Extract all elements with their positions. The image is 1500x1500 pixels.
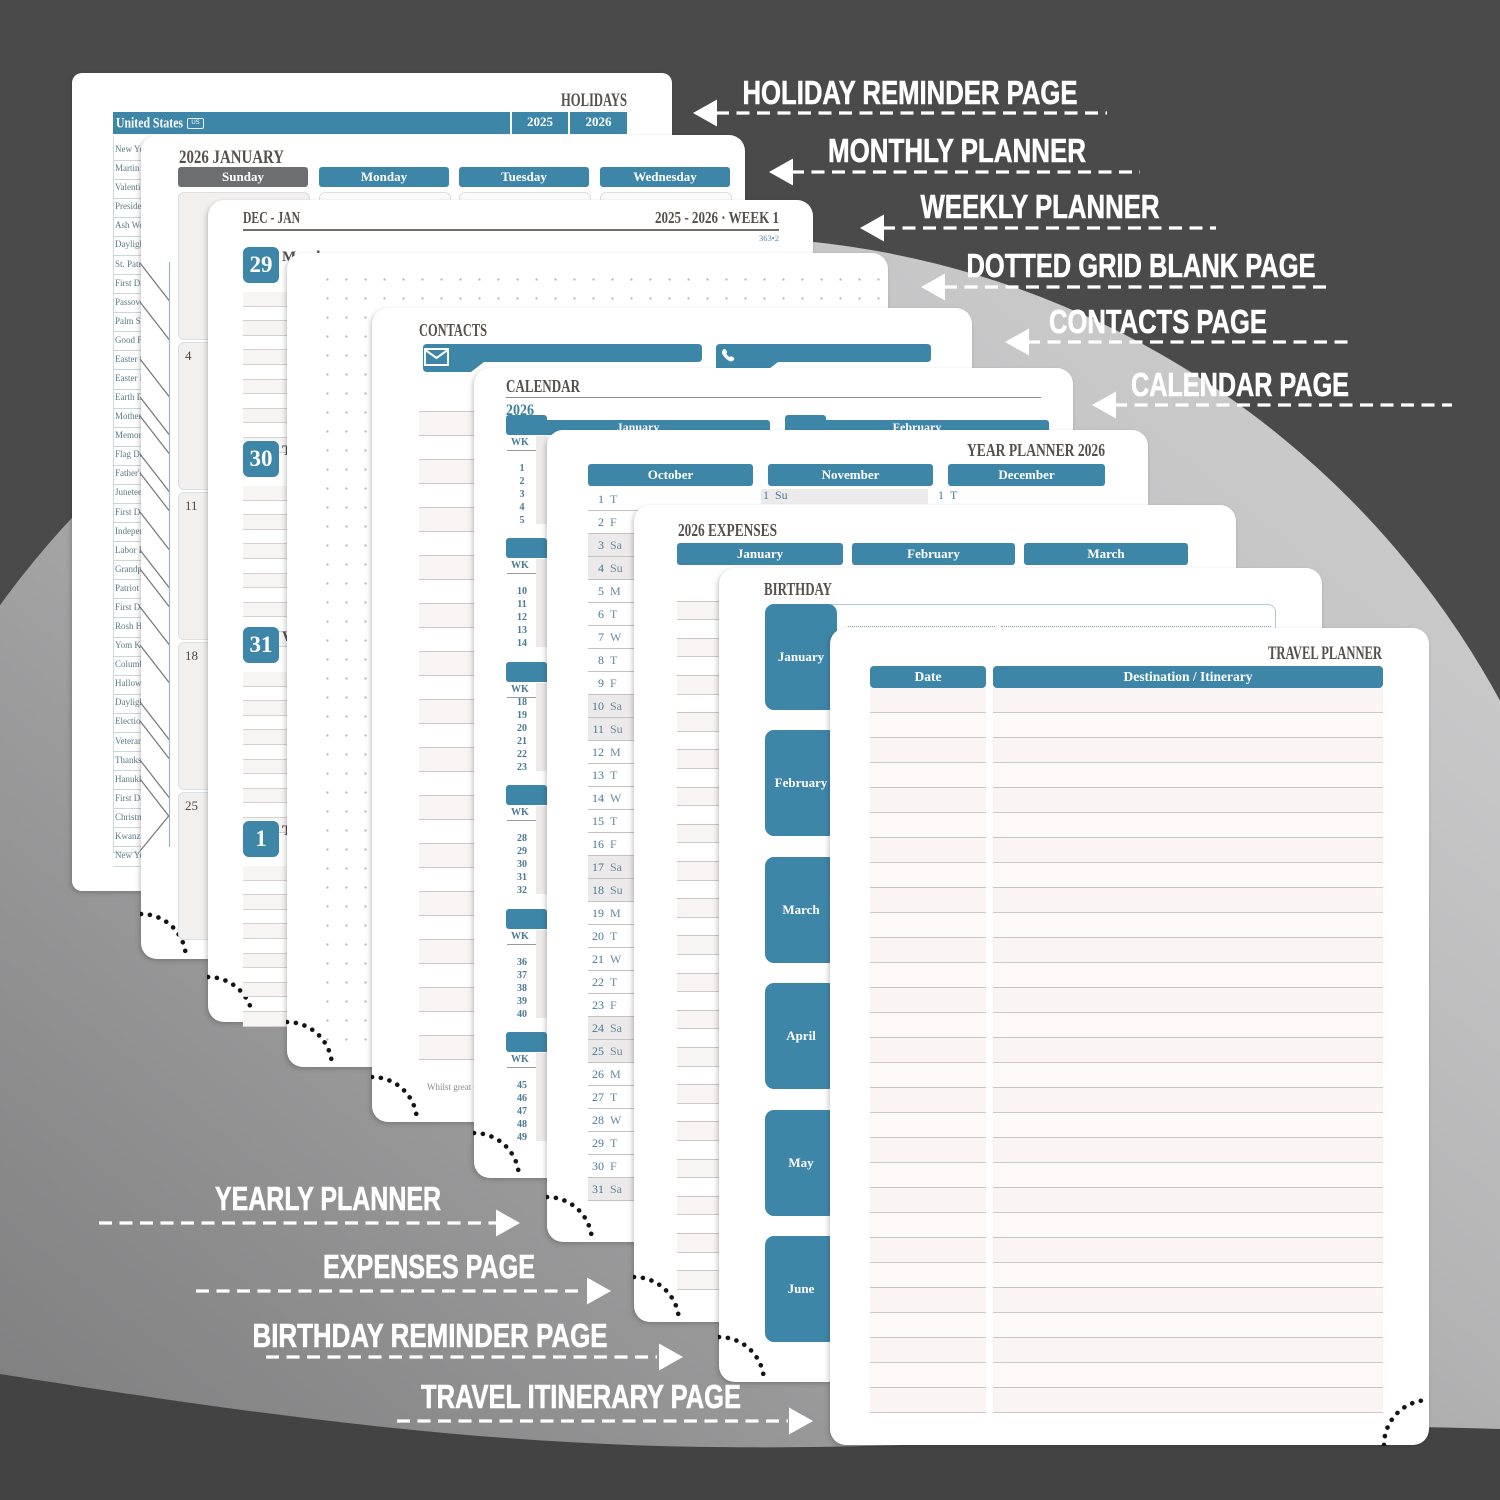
- svg-text:United States: United States: [116, 116, 183, 132]
- svg-text:BIRTHDAY REMINDER PAGE: BIRTHDAY REMINDER PAGE: [253, 1317, 608, 1354]
- svg-text:YEARLY PLANNER: YEARLY PLANNER: [215, 1180, 441, 1217]
- svg-text:DOTTED GRID BLANK PAGE: DOTTED GRID BLANK PAGE: [967, 247, 1316, 284]
- svg-text:TRAVEL ITINERARY PAGE: TRAVEL ITINERARY PAGE: [421, 1378, 741, 1415]
- svg-text:CONTACTS: CONTACTS: [419, 323, 487, 340]
- svg-text:EXPENSES PAGE: EXPENSES PAGE: [323, 1248, 535, 1285]
- svg-text:BIRTHDAY: BIRTHDAY: [764, 582, 832, 599]
- svg-text:HOLIDAYS: HOLIDAYS: [561, 92, 627, 111]
- svg-text:CONTACTS PAGE: CONTACTS PAGE: [1049, 303, 1267, 340]
- svg-text:2026 JANUARY: 2026 JANUARY: [179, 149, 284, 168]
- svg-text:CALENDAR: CALENDAR: [506, 379, 581, 396]
- svg-text:DEC - JAN: DEC - JAN: [243, 211, 300, 227]
- svg-text:HOLIDAY REMINDER PAGE: HOLIDAY REMINDER PAGE: [743, 74, 1078, 111]
- svg-text:YEAR PLANNER 2026: YEAR PLANNER 2026: [967, 443, 1105, 460]
- svg-text:MONTHLY PLANNER: MONTHLY PLANNER: [828, 132, 1086, 169]
- svg-text:WEEKLY PLANNER: WEEKLY PLANNER: [921, 188, 1160, 225]
- svg-text:2026 EXPENSES: 2026 EXPENSES: [678, 523, 777, 540]
- svg-text:2025 - 2026 · WEEK 1: 2025 - 2026 · WEEK 1: [655, 211, 779, 227]
- svg-text:TRAVEL PLANNER: TRAVEL PLANNER: [1268, 645, 1382, 664]
- svg-text:CALENDAR PAGE: CALENDAR PAGE: [1131, 366, 1349, 403]
